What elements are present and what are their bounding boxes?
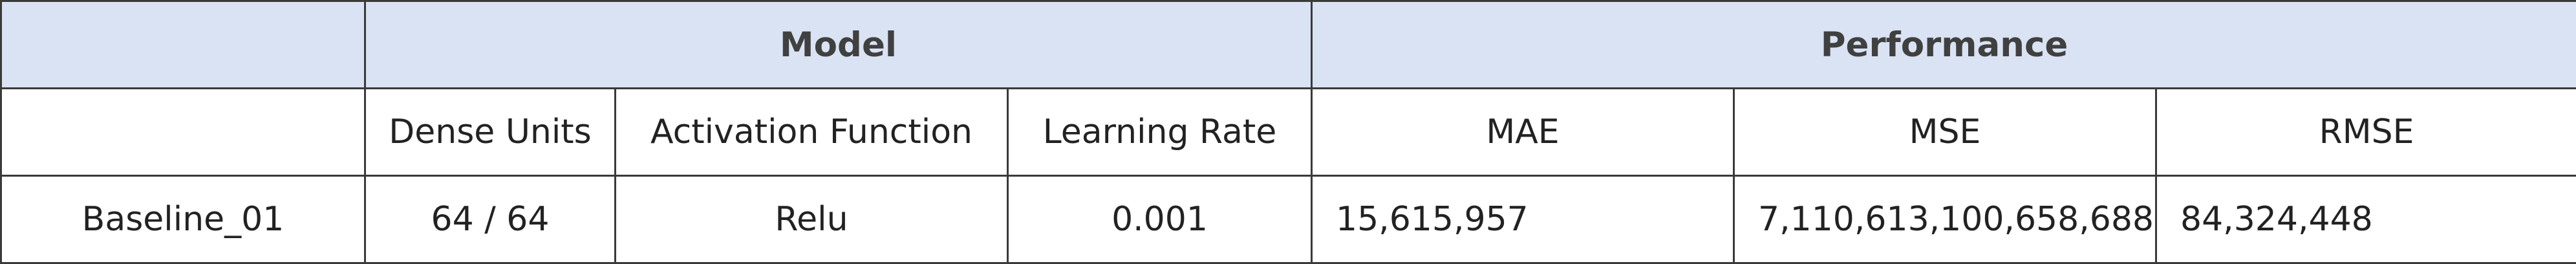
group-header-row: Model Performance xyxy=(0,0,2576,89)
cell-activation-function: Relu xyxy=(614,175,1009,264)
column-header-rmse: RMSE xyxy=(2154,87,2576,177)
column-header-blank xyxy=(0,87,366,177)
cell-model-name: Baseline_01 xyxy=(0,175,366,264)
cell-rmse: 84,324,448 xyxy=(2154,175,2576,264)
corner-cell xyxy=(0,0,366,89)
table-row: Baseline_01 64 / 64 Relu 0.001 15,615,95… xyxy=(0,175,2576,264)
cell-mse: 7,110,613,100,658,688 xyxy=(1733,175,2157,264)
column-header-activation-function: Activation Function xyxy=(614,87,1009,177)
cell-dense-units: 64 / 64 xyxy=(364,175,616,264)
column-header-dense-units: Dense Units xyxy=(364,87,616,177)
column-header-mae: MAE xyxy=(1311,87,1735,177)
column-header-row: Dense Units Activation Function Learning… xyxy=(0,87,2576,177)
column-header-mse: MSE xyxy=(1733,87,2157,177)
cell-learning-rate: 0.001 xyxy=(1007,175,1313,264)
group-model: Model xyxy=(364,0,1313,89)
column-header-learning-rate: Learning Rate xyxy=(1007,87,1313,177)
cell-mae: 15,615,957 xyxy=(1311,175,1735,264)
group-performance: Performance xyxy=(1310,0,2576,89)
